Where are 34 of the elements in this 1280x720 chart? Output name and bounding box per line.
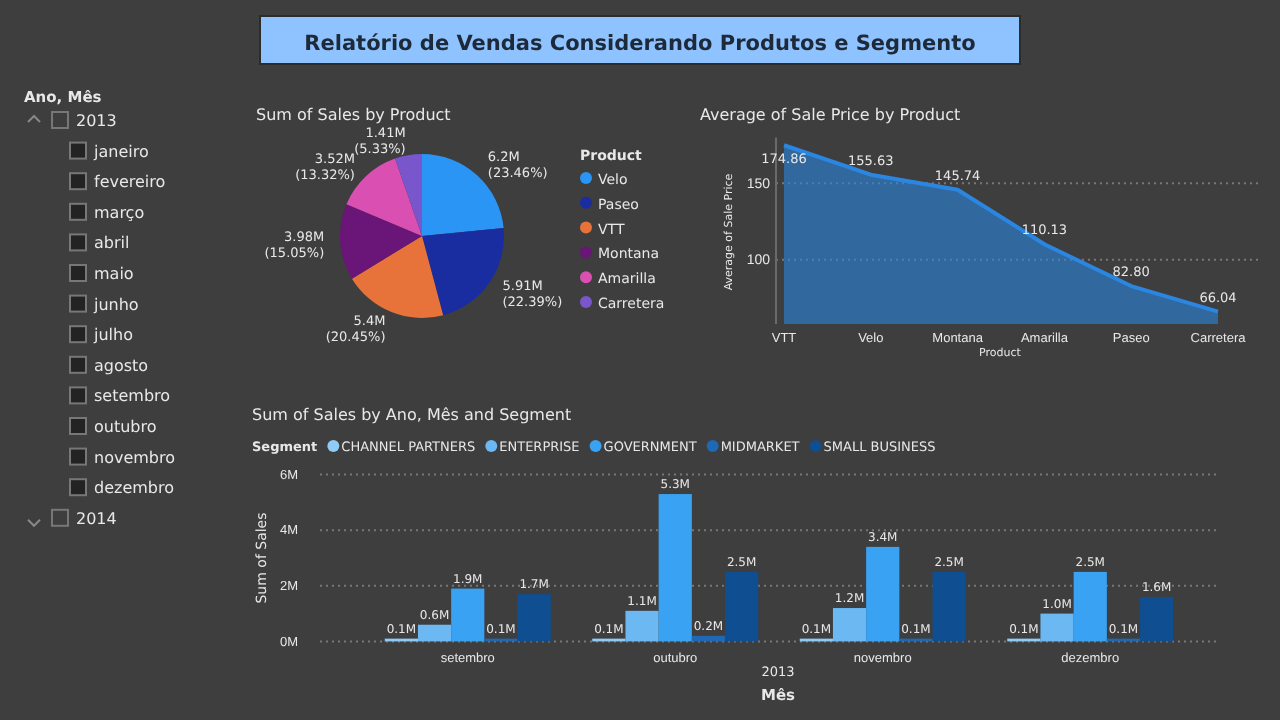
text: abril <box>94 234 130 253</box>
bar <box>832 608 867 642</box>
chart-title: Average of Sale Price by Product <box>700 106 961 124</box>
bar <box>725 571 759 642</box>
bar <box>1073 571 1107 642</box>
bar <box>625 610 659 642</box>
text: 2013 <box>76 112 117 130</box>
text: dezembro <box>94 479 175 498</box>
text: agosto <box>94 356 149 375</box>
text: fevereiro <box>94 173 166 192</box>
bar <box>451 588 485 642</box>
bar <box>866 546 900 642</box>
pie-slice <box>340 204 422 279</box>
pie-slice <box>351 236 444 318</box>
bar <box>1040 613 1074 642</box>
bar <box>1140 596 1174 642</box>
text: maio <box>94 265 134 283</box>
bar <box>517 594 551 642</box>
text: novembro <box>94 448 176 467</box>
bar <box>417 624 452 642</box>
text: março <box>94 203 145 222</box>
pie-slice <box>395 154 422 236</box>
bar <box>932 571 966 642</box>
text: setembro <box>94 387 171 406</box>
text: janeiro <box>92 142 149 161</box>
text: outubro <box>94 418 157 436</box>
pie-slice <box>422 228 504 316</box>
chart-title: Sum of Sales by Product <box>256 106 451 124</box>
chart-title: Sum of Sales by Ano, Mês and Segment <box>252 406 572 424</box>
text: 2014 <box>76 509 117 528</box>
text: julho <box>92 326 134 345</box>
bar <box>658 494 692 642</box>
text: junho <box>92 295 139 314</box>
text: Relatório de Vendas Considerando Produtos e Segmento <box>304 32 976 56</box>
